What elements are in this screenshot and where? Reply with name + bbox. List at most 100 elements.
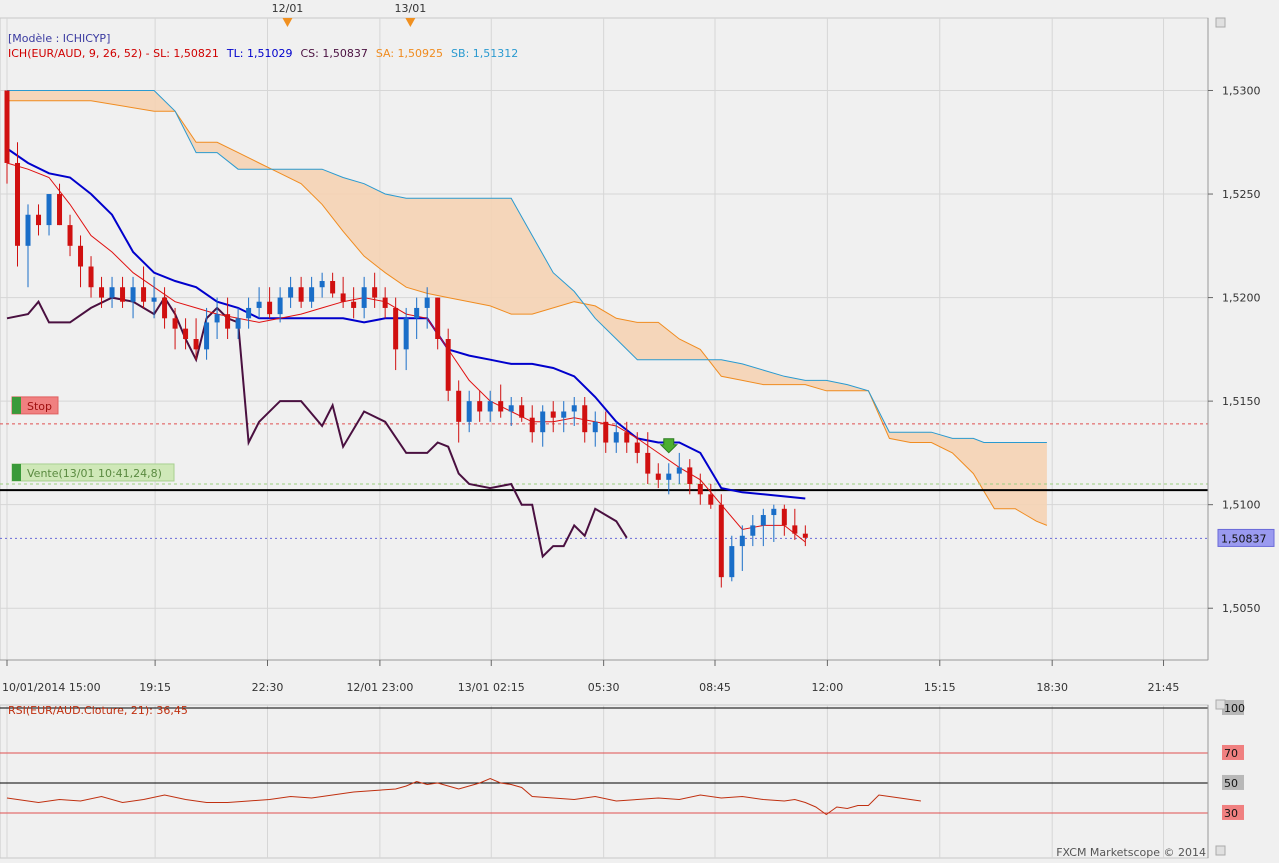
candle[interactable]: [382, 287, 388, 319]
rsi-level-badge: [1222, 774, 1244, 790]
candle[interactable]: [613, 421, 619, 453]
candle[interactable]: [109, 276, 115, 308]
candle-body: [309, 287, 315, 302]
candle[interactable]: [141, 266, 147, 308]
candle[interactable]: [256, 287, 262, 319]
candle[interactable]: [708, 483, 714, 509]
candle[interactable]: [760, 508, 766, 547]
candle[interactable]: [687, 459, 693, 495]
candle[interactable]: [540, 405, 546, 447]
date-marker-icon[interactable]: [282, 18, 293, 27]
candle[interactable]: [697, 473, 703, 505]
candle[interactable]: [414, 297, 420, 339]
candle[interactable]: [477, 390, 483, 422]
candle[interactable]: [655, 463, 661, 489]
panel-resize-icon[interactable]: [1215, 17, 1226, 28]
candle[interactable]: [645, 432, 651, 484]
candle[interactable]: [466, 390, 472, 433]
candle[interactable]: [277, 287, 283, 323]
candle-body: [802, 533, 808, 538]
candle[interactable]: [57, 183, 63, 226]
candle[interactable]: [309, 276, 315, 308]
stop-tag-handle[interactable]: [12, 396, 21, 414]
candle[interactable]: [36, 204, 42, 236]
candle[interactable]: [603, 411, 609, 453]
candle[interactable]: [571, 396, 577, 426]
candle[interactable]: [319, 272, 325, 298]
candle[interactable]: [361, 276, 367, 319]
candle-body: [340, 293, 346, 302]
candle[interactable]: [561, 401, 567, 433]
candle[interactable]: [214, 297, 220, 339]
time-tick-label: 13/01 02:15: [458, 681, 525, 694]
rsi-resize-icon[interactable]: [1215, 699, 1226, 710]
candle[interactable]: [424, 287, 430, 329]
copyright-footer: FXCM Marketscope © 2014: [1056, 846, 1206, 859]
candle[interactable]: [666, 463, 672, 495]
date-marker-icon[interactable]: [405, 18, 416, 27]
candle[interactable]: [246, 297, 252, 329]
candle[interactable]: [340, 276, 346, 308]
candle[interactable]: [225, 297, 231, 339]
candle[interactable]: [435, 297, 441, 350]
candle[interactable]: [403, 307, 409, 371]
candle[interactable]: [445, 328, 451, 402]
candle[interactable]: [193, 318, 199, 360]
candle[interactable]: [204, 307, 210, 360]
candle[interactable]: [172, 307, 178, 350]
rsi-level-label: 30: [1224, 807, 1238, 820]
current-price-label: 1,50837: [1221, 532, 1267, 545]
candle[interactable]: [372, 272, 378, 308]
candle[interactable]: [729, 535, 735, 582]
candle[interactable]: [4, 90, 10, 184]
candle[interactable]: [78, 235, 84, 288]
candle[interactable]: [88, 256, 94, 298]
candle[interactable]: [393, 297, 399, 371]
candle[interactable]: [624, 421, 630, 453]
candle-body: [382, 297, 388, 308]
candle[interactable]: [771, 504, 777, 542]
candle[interactable]: [15, 142, 21, 267]
candle[interactable]: [130, 276, 136, 319]
candle[interactable]: [487, 390, 493, 422]
candle[interactable]: [288, 276, 294, 308]
candle-body: [162, 297, 168, 319]
candle[interactable]: [739, 525, 745, 571]
candle[interactable]: [498, 384, 504, 418]
candle[interactable]: [582, 396, 588, 443]
candle[interactable]: [634, 432, 640, 464]
price-tick-label: 1,5250: [1222, 188, 1261, 201]
candle[interactable]: [802, 525, 808, 547]
candle[interactable]: [592, 411, 598, 447]
candle[interactable]: [25, 204, 31, 288]
candle-body: [718, 504, 724, 578]
rsi-line: [6, 777, 921, 816]
candle[interactable]: [235, 307, 241, 339]
candle[interactable]: [120, 276, 126, 308]
candle[interactable]: [529, 405, 535, 443]
candle[interactable]: [298, 276, 304, 308]
sell-tag-handle[interactable]: [12, 463, 21, 481]
candle[interactable]: [456, 380, 462, 443]
candle[interactable]: [676, 452, 682, 484]
candle[interactable]: [750, 515, 756, 547]
candle-body: [403, 318, 409, 350]
candle[interactable]: [508, 396, 514, 426]
candle[interactable]: [162, 287, 168, 329]
candle[interactable]: [792, 508, 798, 540]
candle[interactable]: [183, 318, 189, 350]
candle[interactable]: [330, 272, 336, 298]
candle[interactable]: [99, 276, 105, 308]
candle[interactable]: [267, 287, 273, 319]
candle[interactable]: [351, 287, 357, 319]
candle[interactable]: [67, 214, 73, 257]
candle[interactable]: [781, 504, 787, 536]
candle[interactable]: [550, 401, 556, 433]
bottom-resize-icon[interactable]: [1215, 845, 1226, 856]
sell-signal-arrow-icon[interactable]: [659, 438, 678, 454]
candle[interactable]: [46, 194, 52, 236]
candle[interactable]: [519, 396, 525, 422]
candle[interactable]: [151, 276, 157, 319]
candle[interactable]: [718, 494, 724, 588]
